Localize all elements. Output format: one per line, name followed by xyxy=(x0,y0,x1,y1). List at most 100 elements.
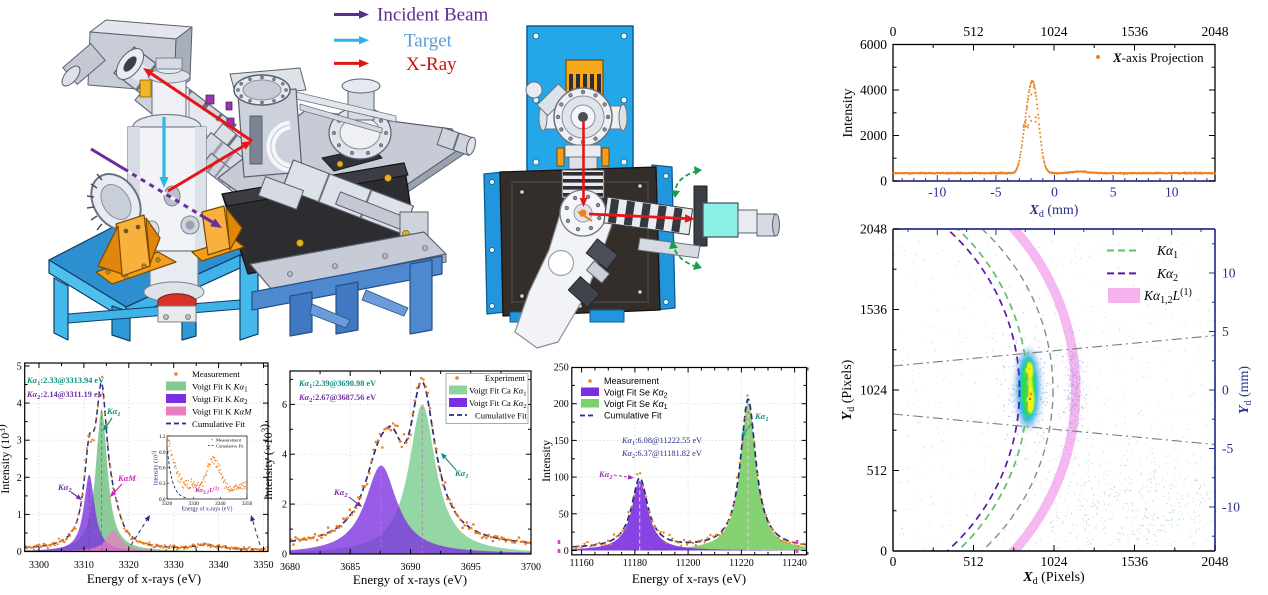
svg-text:11180: 11180 xyxy=(623,558,647,569)
svg-text:11160: 11160 xyxy=(569,558,593,569)
svg-text:Kα1:6.08@11222.55 eV: Kα1:6.08@11222.55 eV xyxy=(621,436,702,447)
svg-text:Voigt Fit Se Kα2: Voigt Fit Se Kα2 xyxy=(604,388,668,400)
svg-text:Energy of x-rays (eV): Energy of x-rays (eV) xyxy=(87,571,201,586)
svg-text:150: 150 xyxy=(554,436,569,447)
svg-text:Yd (Pixels): Yd (Pixels) xyxy=(840,359,857,420)
svg-text:0: 0 xyxy=(880,174,887,189)
svg-text:100: 100 xyxy=(554,473,569,484)
svg-text:11240: 11240 xyxy=(782,558,807,569)
svg-text:Intensity: Intensity xyxy=(539,440,553,482)
svg-text:Cumulative Fit: Cumulative Fit xyxy=(604,411,662,421)
svg-text:2048: 2048 xyxy=(1202,24,1229,39)
svg-text:Kα2: Kα2 xyxy=(1156,266,1178,284)
svg-text:Xd (mm): Xd (mm) xyxy=(1029,203,1079,220)
svg-text:0: 0 xyxy=(17,547,22,558)
svg-text:Cumulative Fit: Cumulative Fit xyxy=(216,444,244,449)
svg-text:Intensity (×103): Intensity (×103) xyxy=(257,424,275,500)
svg-text:Voigt Fit Se Kα1: Voigt Fit Se Kα1 xyxy=(604,399,668,411)
svg-text:512: 512 xyxy=(867,463,887,478)
svg-text:5: 5 xyxy=(1110,185,1117,200)
svg-text:0.6: 0.6 xyxy=(159,466,166,472)
svg-text:-10: -10 xyxy=(1222,500,1240,515)
svg-text:3320: 3320 xyxy=(119,560,139,571)
svg-text:1: 1 xyxy=(17,510,22,521)
svg-text:Kα1:2.39@3690.98 eV: Kα1:2.39@3690.98 eV xyxy=(298,379,376,390)
svg-text:250: 250 xyxy=(554,363,569,374)
svg-text:Kα2:2.67@3687.56 eV: Kα2:2.67@3687.56 eV xyxy=(298,393,376,404)
svg-text:1024: 1024 xyxy=(1041,554,1068,569)
svg-text:0.9: 0.9 xyxy=(159,450,166,456)
svg-text:Yd (mm): Yd (mm) xyxy=(1237,366,1254,415)
svg-text:4: 4 xyxy=(282,450,287,461)
svg-text:-10: -10 xyxy=(928,185,946,200)
svg-text:Intensity (102): Intensity (102) xyxy=(151,451,160,486)
svg-text:3350: 3350 xyxy=(242,501,253,507)
svg-text:Cumulative Fit: Cumulative Fit xyxy=(475,411,527,421)
svg-text:X-Ray: X-Ray xyxy=(406,54,457,75)
svg-text:0: 0 xyxy=(282,550,287,561)
svg-text:3685: 3685 xyxy=(340,562,360,573)
svg-text:Kα2: Kα2 xyxy=(57,482,72,494)
svg-text:50: 50 xyxy=(559,509,569,520)
svg-text:1536: 1536 xyxy=(1121,24,1148,39)
svg-text:Kα1: Kα1 xyxy=(454,468,469,480)
svg-text:6: 6 xyxy=(282,400,287,411)
svg-text:1536: 1536 xyxy=(860,302,887,317)
svg-text:3340: 3340 xyxy=(209,560,229,571)
svg-text:10: 10 xyxy=(1165,185,1179,200)
svg-text:Cumulative Fit: Cumulative Fit xyxy=(192,419,246,429)
svg-text:0.3: 0.3 xyxy=(159,481,166,487)
svg-text:Kα1: Kα1 xyxy=(1156,243,1178,261)
svg-text:-5: -5 xyxy=(1222,441,1233,456)
svg-text:2048: 2048 xyxy=(860,222,887,237)
svg-text:6000: 6000 xyxy=(860,37,887,52)
svg-text:Voigt Fit K KαM: Voigt Fit K KαM xyxy=(192,407,252,417)
svg-text:5: 5 xyxy=(17,362,22,373)
svg-text:11220: 11220 xyxy=(729,558,754,569)
svg-text:3680: 3680 xyxy=(280,562,300,573)
svg-text:1024: 1024 xyxy=(1041,24,1068,39)
svg-text:Voigt Fit K Kα2: Voigt Fit K Kα2 xyxy=(192,394,248,406)
svg-text:3695: 3695 xyxy=(461,562,481,573)
svg-text:5: 5 xyxy=(1222,324,1229,339)
svg-text:Kα2:6.37@11181.82 eV: Kα2:6.37@11181.82 eV xyxy=(621,449,702,460)
svg-text:Experiment: Experiment xyxy=(485,373,526,383)
svg-text:512: 512 xyxy=(963,24,983,39)
svg-text:Kα2: Kα2 xyxy=(598,469,613,481)
svg-text:Kα1: Kα1 xyxy=(754,411,769,423)
svg-text:2: 2 xyxy=(17,473,22,484)
svg-text:Intensity (103): Intensity (103) xyxy=(0,424,12,494)
svg-text:0: 0 xyxy=(1222,383,1229,398)
svg-text:4: 4 xyxy=(17,399,22,410)
svg-text:-5: -5 xyxy=(990,185,1001,200)
svg-text:Xd (Pixels): Xd (Pixels) xyxy=(1022,570,1085,587)
svg-text:2048: 2048 xyxy=(1202,554,1229,569)
svg-text:Kα1: Kα1 xyxy=(106,406,121,418)
svg-text:Kα1,2L(1): Kα1,2L(1) xyxy=(1143,287,1192,306)
svg-text:3310: 3310 xyxy=(74,560,94,571)
svg-text:512: 512 xyxy=(963,554,983,569)
svg-text:X-axis Projection: X-axis Projection xyxy=(1112,50,1204,65)
svg-text:Measurement: Measurement xyxy=(604,376,660,386)
svg-text:1536: 1536 xyxy=(1121,554,1148,569)
svg-text:Kα1:2.33@3313.94 eV: Kα1:2.33@3313.94 eV xyxy=(26,376,104,387)
svg-text:0: 0 xyxy=(890,554,897,569)
svg-text:Voigt Fit K Kα1: Voigt Fit K Kα1 xyxy=(192,382,248,394)
svg-text:3330: 3330 xyxy=(189,501,200,507)
svg-text:Measurement: Measurement xyxy=(192,369,240,379)
svg-text:0: 0 xyxy=(890,24,897,39)
svg-text:0: 0 xyxy=(564,546,569,557)
svg-text:KαM: KαM xyxy=(117,473,136,483)
svg-text:Target: Target xyxy=(404,31,453,52)
svg-text:3330: 3330 xyxy=(164,560,184,571)
svg-text:Kα2:2.14@3311.19 eV: Kα2:2.14@3311.19 eV xyxy=(26,390,104,401)
svg-text:Energy of x-rays (eV): Energy of x-rays (eV) xyxy=(353,572,467,587)
svg-text:0: 0 xyxy=(880,544,887,559)
svg-text:2000: 2000 xyxy=(860,128,887,143)
svg-text:3300: 3300 xyxy=(29,560,49,571)
svg-text:Voigt Fit Ca Kα2: Voigt Fit Ca Kα2 xyxy=(469,398,527,410)
svg-text:3: 3 xyxy=(17,436,22,447)
svg-text:0.0: 0.0 xyxy=(159,497,166,503)
svg-text:3350: 3350 xyxy=(254,560,274,571)
svg-text:Measurement: Measurement xyxy=(216,438,242,443)
